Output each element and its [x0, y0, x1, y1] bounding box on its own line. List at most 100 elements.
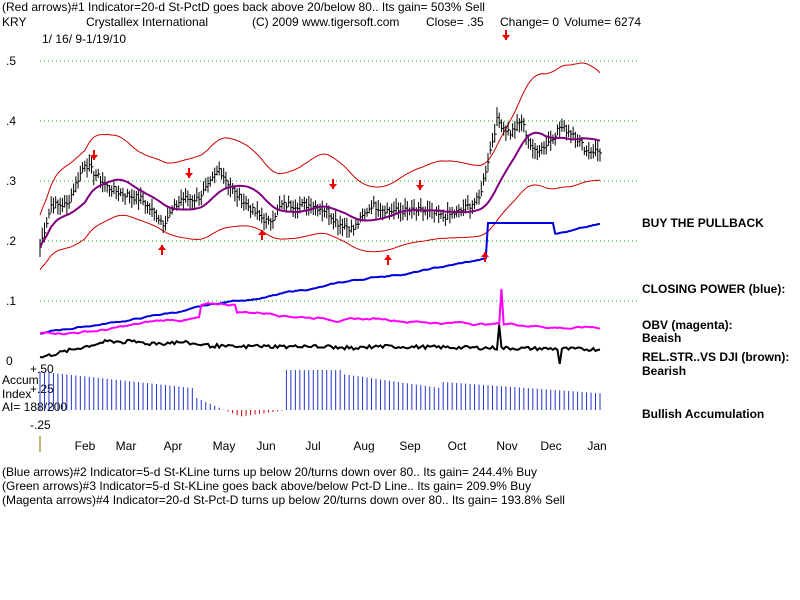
price-bar	[97, 168, 101, 179]
price-bar	[496, 107, 499, 127]
x-tick-label: May	[213, 439, 236, 453]
accumulation-histogram	[39, 370, 601, 417]
price-bar	[444, 213, 448, 227]
price-bar	[290, 200, 293, 212]
x-tick-label: Mar	[116, 439, 137, 453]
price-bar	[256, 201, 260, 220]
price-bar	[409, 207, 412, 216]
price-bar	[377, 199, 381, 217]
price-bar	[388, 206, 392, 220]
price-bar	[530, 138, 533, 150]
price-bar	[337, 220, 340, 236]
price-bar	[70, 188, 74, 203]
price-bar	[599, 148, 602, 162]
closing-power-label: CLOSING POWER (blue):	[642, 282, 786, 296]
price-bar	[386, 202, 390, 214]
price-bar	[552, 134, 555, 144]
price-bar	[449, 207, 452, 224]
sell-arrow-icon	[416, 180, 424, 190]
price-bar	[194, 194, 197, 208]
price-bar	[375, 201, 378, 220]
price-bar	[68, 194, 72, 209]
price-bar	[64, 195, 67, 208]
price-bar	[433, 209, 437, 223]
price-bar	[301, 198, 305, 208]
price-bar	[129, 190, 132, 204]
lower-band	[39, 179, 601, 271]
price-bar	[178, 195, 181, 209]
price-bar	[138, 189, 141, 210]
bollinger-bands	[39, 62, 601, 271]
price-bar	[438, 205, 441, 223]
price-bar	[350, 219, 354, 233]
price-bar	[550, 130, 553, 151]
price-bar	[211, 171, 215, 181]
buy-arrow-icon	[158, 245, 166, 255]
price-bar	[306, 198, 309, 216]
price-bar	[155, 209, 159, 223]
relstr-line	[39, 324, 601, 365]
price-bar	[384, 205, 387, 219]
price-bar	[487, 153, 490, 172]
price-bar	[187, 190, 190, 207]
price-bar	[259, 210, 262, 221]
price-bar	[115, 186, 119, 200]
price-bar	[518, 118, 522, 133]
closing-power-line	[39, 222, 601, 335]
y-tick-label: .1	[6, 294, 16, 308]
price-bar	[66, 195, 69, 215]
x-tick-label: Oct	[448, 439, 467, 453]
price-bar	[366, 207, 370, 217]
accum-tick-m25: -.25	[30, 418, 51, 432]
price-bar	[368, 204, 372, 214]
change-value: Change= 0	[500, 15, 560, 29]
price-bar	[223, 167, 226, 184]
price-bar	[160, 215, 163, 225]
price-bar	[147, 201, 150, 214]
price-bar	[588, 142, 591, 160]
buy-arrow-icon	[481, 252, 489, 262]
price-bar	[149, 203, 152, 216]
price-bar	[523, 118, 526, 133]
price-bar	[310, 198, 314, 214]
price-bar	[491, 132, 495, 148]
price-bar	[250, 204, 253, 219]
price-bar	[164, 215, 168, 231]
price-bar	[561, 118, 564, 132]
price-bar	[317, 204, 320, 217]
price-bar	[196, 187, 199, 202]
sell-arrow-icon	[90, 150, 98, 160]
price-bar	[512, 123, 515, 138]
price-bar	[397, 202, 401, 219]
indicator-legend-blue: (Blue arrows)#2 Indicator=5-d St-KLine t…	[2, 465, 537, 479]
price-bar	[332, 213, 336, 230]
price-bar	[216, 165, 219, 176]
price-bar	[353, 224, 356, 236]
buy-pullback-label: BUY THE PULLBACK	[642, 216, 764, 230]
date-range: 1/ 16/ 9-1/19/10	[42, 32, 127, 46]
indicator-legend-red: (Red arrows)#1 Indicator=20-d St-PctD go…	[2, 0, 485, 14]
price-bar	[50, 196, 54, 213]
price-bar	[509, 130, 513, 140]
x-tick-label: Jul	[305, 439, 320, 453]
price-bar	[348, 226, 352, 238]
sell-arrow-icon	[502, 30, 510, 40]
price-bar	[335, 210, 338, 228]
price-bar	[205, 177, 208, 192]
x-tick-label: Dec	[540, 439, 561, 453]
price-bar	[93, 171, 96, 186]
price-bar	[429, 201, 432, 218]
accum-tick-p50: +.50	[30, 362, 54, 376]
x-tick-label: Feb	[75, 439, 96, 453]
copyright: (C) 2009 www.tigersoft.com	[252, 15, 400, 29]
price-bar	[507, 122, 511, 136]
indicator-lines	[39, 222, 601, 365]
price-bar	[458, 204, 461, 218]
price-bar	[111, 185, 114, 197]
close-value: Close= .35	[426, 15, 484, 29]
price-bar	[319, 203, 322, 215]
price-bar	[453, 209, 457, 219]
price-bar	[91, 156, 94, 174]
price-bar	[142, 191, 146, 206]
